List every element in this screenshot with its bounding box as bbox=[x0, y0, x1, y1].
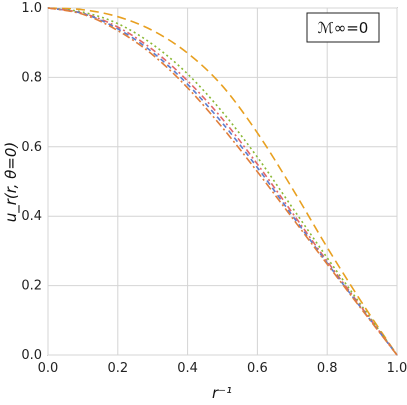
x-axis-label: r⁻¹ bbox=[212, 384, 232, 402]
x-tick-label: 0.0 bbox=[38, 361, 59, 376]
x-tick-label: 0.8 bbox=[317, 361, 338, 376]
y-tick-label: 0.8 bbox=[21, 70, 42, 85]
series-group bbox=[47, 7, 398, 356]
x-tick-label: 0.2 bbox=[107, 361, 128, 376]
y-tick-label: 0.2 bbox=[21, 279, 42, 294]
grid bbox=[47, 7, 398, 356]
x-tick-label: 0.4 bbox=[177, 361, 198, 376]
y-tick-label: 0.6 bbox=[21, 140, 42, 155]
y-axis-label: u_r(r, θ=0) bbox=[2, 142, 21, 223]
y-tick-label: 1.0 bbox=[21, 1, 42, 16]
y-tick-label: 0.0 bbox=[21, 348, 42, 363]
series-line-1 bbox=[47, 7, 398, 356]
series-line-2 bbox=[47, 7, 398, 356]
annotation-text: ℳ∞=0 bbox=[318, 19, 369, 37]
x-tick-label: 1.0 bbox=[387, 361, 407, 376]
series-line-3 bbox=[47, 7, 398, 356]
series-line-5 bbox=[47, 7, 398, 356]
annotation-box bbox=[306, 12, 380, 43]
plot-frame bbox=[47, 7, 398, 356]
y-tick-label: 0.4 bbox=[21, 209, 42, 224]
x-tick-label: 0.6 bbox=[247, 361, 268, 376]
ticks: 0.0 0.2 0.4 0.6 0.8 1.0 0.0 0.2 0.4 0.6 0.8 1.0 bbox=[21, 1, 407, 376]
